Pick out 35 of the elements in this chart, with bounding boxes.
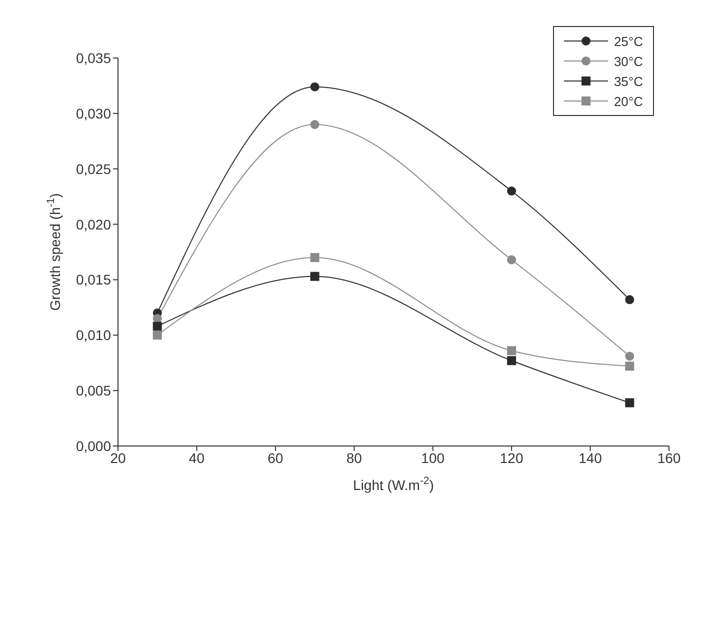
- point: [507, 346, 516, 356]
- x-tick-label: 80: [346, 450, 362, 466]
- point: [625, 362, 634, 371]
- y-tick-label: 0,005: [76, 382, 112, 399]
- legend-label: 20°C: [614, 94, 643, 108]
- legend-label: 35°C: [614, 74, 643, 88]
- x-tick-label: 60: [268, 450, 284, 466]
- y-tick-label: 0,025: [76, 160, 112, 177]
- point: [310, 272, 320, 281]
- point: [507, 186, 516, 196]
- x-axis-title: Light (W.m$^{-2}$): [353, 475, 434, 493]
- x-tick-label: 160: [657, 450, 681, 466]
- x-tick-label: 40: [188, 450, 205, 466]
- y-tick-label: 0,020: [76, 216, 112, 232]
- point: [310, 82, 320, 92]
- point: [625, 398, 634, 408]
- x-tick-label: 20: [110, 450, 126, 466]
- y-tick-label: 0,015: [76, 272, 112, 288]
- y-tick-label: 0,030: [76, 105, 112, 122]
- y-tick-label: 0,010: [76, 327, 112, 344]
- point: [152, 330, 162, 340]
- y-tick-label: 0,000: [76, 438, 112, 454]
- y-tick-label: 0,035: [76, 50, 112, 66]
- point: [152, 322, 162, 331]
- point: [507, 255, 516, 264]
- x-tick-label: 100: [421, 450, 445, 466]
- legend-label: 30°C: [614, 54, 643, 68]
- x-tick-label: 140: [578, 450, 602, 466]
- point: [625, 352, 634, 361]
- x-tick-label: 120: [500, 450, 524, 466]
- legend-label: 25°C: [614, 34, 643, 48]
- point: [507, 356, 516, 366]
- point: [625, 295, 634, 304]
- point: [310, 120, 320, 130]
- point: [310, 253, 320, 262]
